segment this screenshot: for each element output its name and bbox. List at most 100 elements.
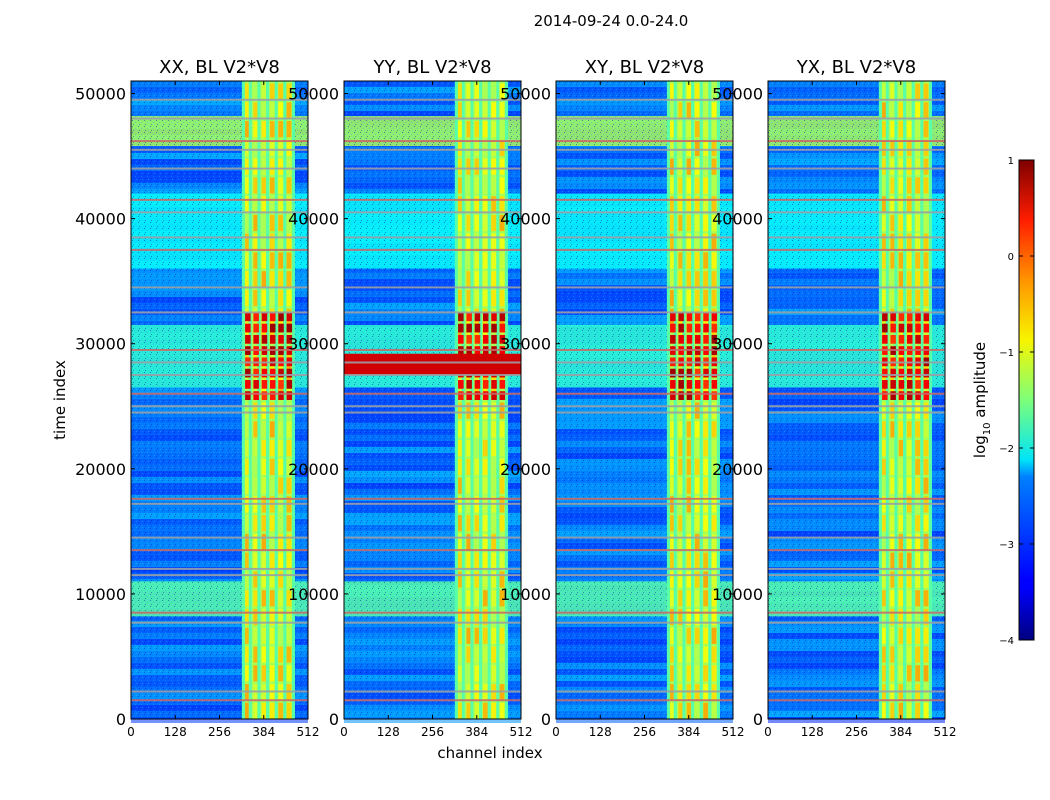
band-cell	[915, 421, 921, 438]
y-tick-label: 10000	[75, 585, 126, 604]
flare-cell	[466, 312, 472, 322]
flagged-row	[344, 392, 521, 395]
band-cell	[898, 421, 904, 438]
flare-cell	[678, 391, 684, 400]
band-cell	[245, 608, 250, 626]
band-cell	[686, 477, 692, 494]
flagged-row	[131, 361, 308, 364]
band-cell	[261, 552, 267, 569]
band-cell	[703, 608, 709, 626]
band-cell	[882, 646, 887, 663]
flare-cell	[915, 368, 921, 378]
band-cell	[670, 233, 675, 250]
band-cell	[678, 515, 684, 532]
band-cell	[474, 515, 480, 532]
band-cell	[245, 477, 250, 494]
band-cell	[694, 590, 700, 607]
flare-cell	[882, 391, 888, 400]
band-cell	[458, 515, 463, 532]
flagged-row	[344, 117, 521, 120]
flagged-row	[556, 405, 733, 408]
band-cell	[882, 608, 887, 626]
band-cell	[269, 214, 275, 232]
colorbar-tick-label: −4	[999, 636, 1014, 647]
band-cell	[261, 477, 267, 494]
band-cell	[491, 533, 497, 551]
band-cell	[482, 646, 488, 663]
band-cell	[915, 458, 921, 476]
flagged-row	[556, 236, 733, 239]
flare-cell	[458, 312, 464, 322]
flare-cell	[678, 379, 684, 389]
flagged-row	[344, 148, 521, 151]
band-cell	[482, 214, 488, 232]
band-cell	[474, 196, 480, 213]
band-cell	[499, 646, 505, 663]
band-cell	[906, 590, 912, 607]
flagged-row	[768, 117, 945, 120]
flagged-row	[131, 690, 308, 693]
band-cell	[670, 665, 675, 682]
band-cell	[261, 252, 267, 269]
band-cell	[253, 252, 259, 269]
flagged-row	[556, 361, 733, 364]
flare-cell	[474, 334, 481, 344]
band-cell	[466, 458, 472, 476]
band-cell	[703, 665, 709, 682]
flare-cell	[923, 368, 930, 378]
flagged-row	[344, 621, 521, 624]
band-cell	[458, 121, 463, 138]
band-cell	[923, 289, 929, 307]
band-cell	[499, 139, 505, 157]
band-cell	[923, 158, 929, 175]
band-cell	[906, 177, 912, 194]
band-cell	[491, 402, 497, 419]
panel-title: XY, BL V2*V8	[585, 57, 704, 78]
band-cell	[499, 158, 505, 175]
band-cell	[253, 102, 259, 119]
band-cell	[906, 214, 912, 232]
band-cell	[466, 440, 472, 457]
band-cell	[261, 627, 267, 644]
flagged-row	[344, 98, 521, 101]
flagged-row	[344, 236, 521, 239]
panel-title: XX, BL V2*V8	[159, 57, 280, 78]
band-cell	[711, 458, 717, 476]
band-cell	[711, 233, 717, 250]
flagged-row	[131, 373, 308, 376]
band-cell	[686, 196, 692, 213]
y-tick-label: 40000	[712, 210, 763, 229]
flagged-row	[131, 621, 308, 624]
band-cell	[694, 458, 700, 476]
band-cell	[678, 590, 684, 607]
band-cell	[703, 196, 709, 213]
band-cell	[466, 214, 472, 232]
band-cell	[261, 402, 267, 419]
band-cell	[694, 214, 700, 232]
band-cell	[278, 533, 284, 551]
band-cell	[711, 515, 717, 532]
band-cell	[890, 121, 896, 138]
band-cell	[458, 289, 463, 307]
band-cell	[898, 627, 904, 644]
band-cell	[482, 158, 488, 175]
flare-cell	[890, 379, 896, 389]
flagged-row	[131, 536, 308, 539]
flagged-row	[768, 699, 945, 702]
band-cell	[686, 571, 692, 588]
flagged-row	[556, 211, 733, 214]
band-cell	[458, 252, 463, 269]
flare-cell	[466, 323, 472, 333]
band-cell	[466, 177, 472, 194]
channel-stripe	[479, 81, 483, 719]
band-cell	[678, 702, 684, 719]
band-cell	[499, 252, 505, 269]
flagged-row	[556, 248, 733, 251]
band-cell	[269, 552, 275, 569]
band-cell	[906, 477, 912, 494]
flagged-row	[556, 621, 733, 624]
band-cell	[711, 83, 717, 100]
band-cell	[898, 196, 904, 213]
band-cell	[694, 158, 700, 175]
flare-cell	[678, 368, 684, 378]
